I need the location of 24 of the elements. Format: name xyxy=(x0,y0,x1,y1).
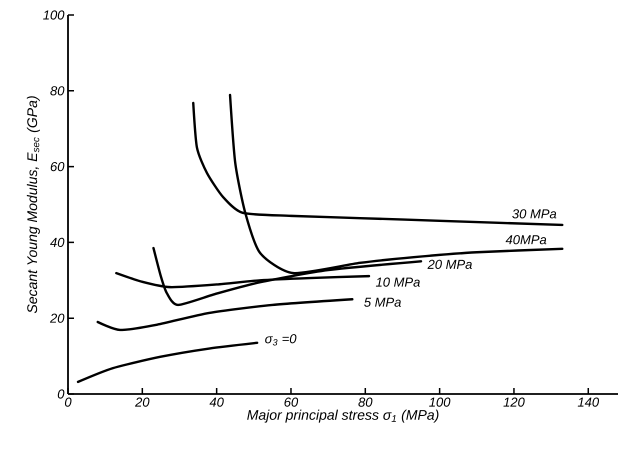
x-tick-label: 100 xyxy=(429,398,450,407)
y-tick-label: 20 xyxy=(50,314,64,323)
x-tick-label: 80 xyxy=(358,398,372,407)
y-tick-label: 60 xyxy=(50,162,64,172)
series-label: 20 MPa xyxy=(428,260,472,269)
series-label: 5 MPa xyxy=(364,298,401,307)
x-tick-label: 40 xyxy=(210,398,224,407)
x-tick-label: 140 xyxy=(578,398,600,407)
y-tick-label: 80 xyxy=(50,86,64,96)
x-tick-label: 120 xyxy=(503,398,525,407)
line-series xyxy=(76,342,258,384)
x-tick-label: 0 xyxy=(64,398,72,407)
y-tick-label: 100 xyxy=(43,10,64,20)
line-series xyxy=(96,298,354,332)
y-axis-title: Secant Young Modulus, E$_{sec}$ (GPa) xyxy=(26,96,40,314)
x-axis-title: Major principal stress σ$_{1}$ (MPa) xyxy=(247,410,438,423)
x-tick-label: 60 xyxy=(284,398,298,407)
series-label: 30 MPa xyxy=(512,209,556,218)
y-tick-label: 40 xyxy=(50,238,64,247)
series-label: σ$_{3}$ =0 xyxy=(265,334,296,346)
x-tick-label: 20 xyxy=(135,398,150,407)
series-label: 40MPa xyxy=(506,235,546,244)
y-tick-label: 0 xyxy=(58,389,64,399)
series-label: 10 MPa xyxy=(376,278,420,287)
